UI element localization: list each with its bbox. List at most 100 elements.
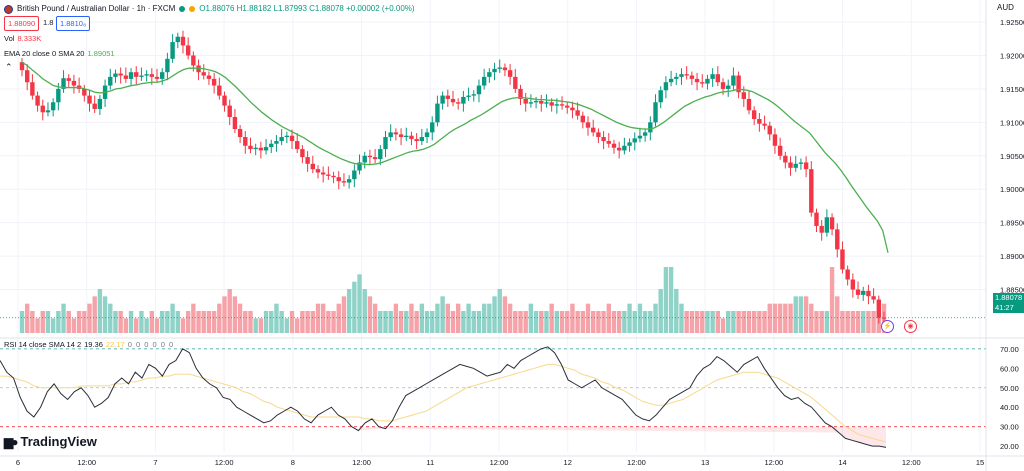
last-price: 1.88078 (995, 293, 1023, 302)
buy-button[interactable]: 1.8810₈ (56, 16, 91, 31)
lightning-icon[interactable]: ⚡ (881, 320, 894, 333)
volume-legend[interactable]: Vol 8.333K (4, 34, 41, 43)
volume-bar (476, 311, 482, 333)
candle-body (596, 132, 601, 138)
candle-body (113, 73, 118, 77)
candle-body (492, 68, 497, 73)
candle-body (611, 143, 617, 148)
ema-series (21, 61, 889, 253)
candle-body (455, 102, 461, 104)
volume-bar (751, 311, 757, 333)
candle-body (97, 98, 103, 109)
symbol-title[interactable]: British Pound / Australian Dollar · 1h ·… (17, 4, 176, 13)
candle-body (476, 85, 482, 95)
volume-bar (554, 311, 560, 333)
candle-body (284, 135, 290, 138)
last-price-label: 1.88078 41:27 (993, 293, 1024, 313)
volume-bar (222, 296, 227, 333)
candle-body (481, 76, 487, 86)
volume-bar (310, 311, 315, 333)
candle-body (471, 94, 476, 96)
candle-body (341, 181, 347, 183)
candle-body (507, 70, 513, 77)
volume-bar (404, 311, 409, 333)
candle-body (549, 102, 554, 106)
volume-bar (201, 311, 206, 333)
volume-bar (715, 311, 721, 333)
time-tick-label: 8 (291, 458, 295, 467)
candle-body (424, 132, 430, 138)
volume-bar (544, 311, 549, 333)
volume-bar (445, 303, 451, 333)
candle-body (87, 95, 92, 104)
chevron-up-icon[interactable]: ⌃ (5, 62, 13, 72)
candle-body (767, 125, 772, 135)
candle-body (513, 76, 518, 89)
volume-bar (757, 311, 762, 333)
volume-bar (450, 311, 456, 333)
candle-body (523, 98, 528, 104)
candle-body (393, 132, 399, 135)
candle-body (61, 78, 66, 89)
price-tick-label: 1.90000 (1000, 185, 1024, 194)
rsi-extra-values: 0 0 0 0 0 0 (127, 340, 175, 349)
volume-bars (19, 267, 887, 333)
volume-bar (19, 311, 25, 333)
candle-body (185, 45, 191, 56)
candle-body (315, 169, 321, 173)
candle-body (866, 290, 871, 297)
candle-body (559, 104, 565, 106)
grid (0, 0, 986, 452)
volume-bar (663, 267, 669, 333)
candle-body (404, 135, 409, 138)
candle-body (809, 169, 814, 213)
volume-bar (383, 311, 388, 333)
rsi-legend[interactable]: RSI 14 close SMA 14 2 19.36 22.17 0 0 0 0 0… (4, 340, 174, 349)
volume-bar (300, 311, 305, 333)
candle-body (845, 269, 850, 280)
volume-bar (591, 311, 596, 333)
candle-body (149, 74, 155, 77)
volume-bar (388, 311, 393, 333)
time-tick-label: 12:00 (490, 458, 509, 467)
volume-bar (305, 311, 310, 333)
candle-body (653, 102, 658, 123)
volume-bar (92, 296, 97, 333)
currency-label[interactable]: AUD (997, 3, 1014, 12)
candle-body (554, 104, 560, 106)
tradingview-logo: ▆● TradingView (4, 434, 97, 449)
candle-body (622, 145, 627, 151)
candle-body (409, 135, 414, 140)
volume-bar (513, 311, 518, 333)
candle-body (814, 212, 819, 226)
volume-bar (549, 303, 554, 333)
volume-bar (134, 318, 139, 333)
candle-body (430, 122, 435, 133)
time-tick-label: 12:00 (215, 458, 234, 467)
rsi-tick-label: 60.00 (1000, 364, 1019, 373)
volume-bar (118, 311, 123, 333)
candle-body (684, 74, 689, 76)
candle-body (398, 134, 404, 138)
candle-body (305, 157, 310, 164)
candle-body (580, 115, 586, 123)
volume-bar (248, 311, 253, 333)
volume-bar (61, 303, 66, 333)
time-tick-label: 12:00 (352, 458, 371, 467)
candle-body (30, 82, 35, 96)
volume-bar (533, 311, 539, 333)
volume-bar (263, 311, 269, 333)
logo-text: TradingView (20, 434, 97, 449)
volume-bar (507, 303, 513, 333)
rsi-tick-label: 30.00 (1000, 423, 1019, 432)
volume-bar (336, 303, 341, 333)
record-icon[interactable]: ◉ (904, 320, 917, 333)
volume-bar (76, 311, 82, 333)
volume-bar (87, 303, 92, 333)
volume-bar (56, 311, 61, 333)
ema-legend[interactable]: EMA 20 close 0 SMA 20 1.89051 (4, 49, 115, 58)
sell-button[interactable]: 1.88090 (4, 16, 40, 31)
rsi-tick-label: 40.00 (1000, 403, 1019, 412)
